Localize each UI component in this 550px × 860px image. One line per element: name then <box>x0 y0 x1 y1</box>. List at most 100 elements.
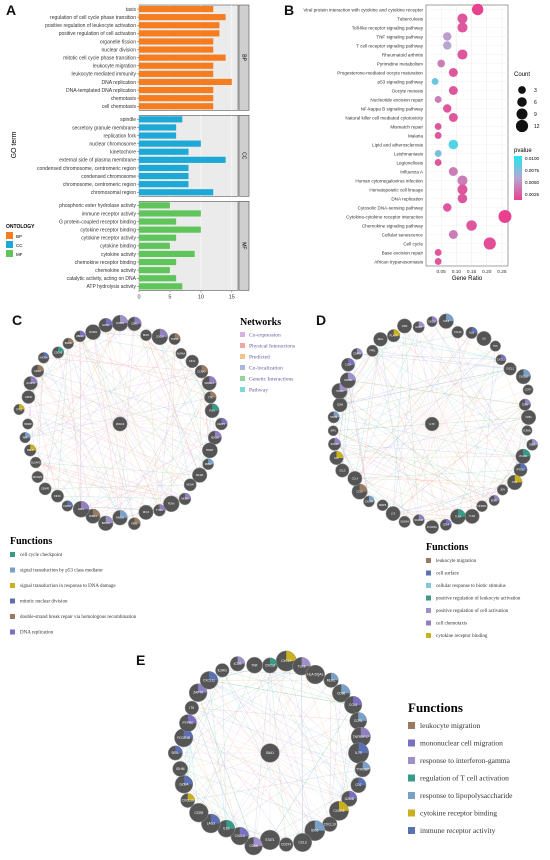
network-edge <box>431 359 502 425</box>
network-edge <box>392 423 433 514</box>
bar <box>139 116 183 123</box>
network-edge <box>119 423 147 513</box>
function-label: immune receptor activity <box>420 826 496 835</box>
category-label: G protein-coupled receptor binding <box>59 219 136 225</box>
network-node-function-slice <box>159 328 168 337</box>
network-node-label: MLKL <box>327 678 336 682</box>
network-node-label: NCAPG <box>26 382 35 385</box>
term-label: Oocyte meiosis <box>392 88 424 93</box>
network-node-label: FOS <box>512 481 517 484</box>
network-node-function-slice <box>67 500 73 506</box>
dot <box>443 203 452 212</box>
bar <box>139 70 214 77</box>
network-node-label: IL2RG <box>218 668 228 672</box>
network-node <box>215 663 230 678</box>
facet-strip <box>238 4 250 111</box>
network-edge <box>208 680 363 770</box>
ontology-legend-title: ONTOLOGY <box>6 224 35 230</box>
network-node-function-slice <box>341 684 351 694</box>
network-node-function-slice <box>347 372 356 381</box>
network-node-label: MELK <box>27 449 34 452</box>
network-edge <box>145 335 160 511</box>
pvalue-tick-label: 0.0025 <box>525 192 539 197</box>
term-label: Hematopoietic cell lineage <box>369 187 423 192</box>
network-node-label: CXCL8 <box>265 663 276 667</box>
bar <box>139 164 189 172</box>
network-node-label: KIF4A <box>34 370 41 373</box>
network-edge <box>119 423 215 438</box>
network-node-label: IL6 <box>482 337 486 340</box>
network-edge <box>372 350 419 521</box>
dot <box>434 132 442 139</box>
term-label: Legionellosis <box>396 160 423 165</box>
network-edge <box>393 335 433 425</box>
network-node-label: CXCL1 <box>497 358 505 361</box>
network-node-label: FCGR3B <box>177 736 190 740</box>
network-edge <box>57 352 121 425</box>
network-edge <box>28 396 186 500</box>
network-node-label: CD8A <box>249 844 258 848</box>
network-edge <box>191 707 240 837</box>
category-label: nuclear chromosome <box>89 141 136 147</box>
network-node-function-slice <box>338 801 349 811</box>
pvalue-colorbar <box>514 156 522 200</box>
x-tick-label: 0 <box>137 294 140 300</box>
network-edge <box>301 666 350 799</box>
network-edge <box>191 707 271 754</box>
network-edge <box>119 423 172 504</box>
network-node <box>31 470 44 483</box>
network-edge <box>431 423 533 445</box>
network-type-label: Physical Interactions <box>249 344 295 350</box>
function-swatch <box>10 598 15 604</box>
dot <box>434 123 442 130</box>
network-edge <box>197 692 254 847</box>
category-label: external side of plasma membrane <box>59 158 136 164</box>
network-node <box>489 340 501 352</box>
function-label: cellular response to biotic stimulus <box>436 584 506 589</box>
network-node-label: RAD51 <box>116 517 124 520</box>
network-node-label: CD2 <box>355 783 362 787</box>
network-center-label: MCM10 <box>116 423 125 426</box>
facet-strip-label: MF <box>241 242 247 249</box>
network-edge <box>68 343 211 398</box>
network-node-label: CENPF <box>217 423 226 426</box>
network-node-function-slice <box>120 510 128 518</box>
network-edge <box>237 663 271 754</box>
network-node <box>496 484 509 496</box>
size-legend-dot <box>517 97 527 107</box>
network-node-function-slice <box>81 501 90 510</box>
network-edge <box>119 335 147 425</box>
network-node-function-slice <box>208 458 214 465</box>
network-node-function-slice <box>209 376 217 384</box>
term-label: Human cytomegalovirus infection <box>355 178 423 183</box>
networks-legend: Networks Co-expression Physical Interacti… <box>240 317 295 394</box>
network-node-label: PLK1 <box>209 410 216 413</box>
bar <box>139 54 226 61</box>
network-edge <box>372 350 459 517</box>
x-axis-label: Gene Ratio <box>452 276 483 282</box>
network-edge <box>183 737 240 837</box>
network-edge <box>404 325 433 425</box>
network-edge <box>392 359 502 514</box>
network-node-label: CD274 <box>281 843 291 847</box>
bar <box>139 283 183 290</box>
bar <box>139 234 177 241</box>
network-node-label: BIRC5 <box>65 342 73 345</box>
network-edge <box>27 423 172 504</box>
x-tick-label: 0.10 <box>452 269 462 275</box>
network-node-function-slice <box>208 671 218 681</box>
network-edge <box>431 423 521 471</box>
network-node <box>451 326 464 339</box>
network-edge <box>30 423 121 451</box>
network-node-label: PCNA <box>168 503 175 506</box>
network-edge <box>431 423 515 483</box>
network-node-label: TYROBP <box>356 767 369 771</box>
category-label: positive regulation of leukocyte activat… <box>45 23 136 29</box>
network-node <box>327 425 339 437</box>
term-label: Mismatch repair <box>390 124 423 129</box>
network-edge <box>431 423 447 525</box>
network-node-function-slice <box>184 492 191 499</box>
network-edge <box>354 332 472 479</box>
network-edge <box>187 769 363 801</box>
network-edge <box>368 423 433 502</box>
